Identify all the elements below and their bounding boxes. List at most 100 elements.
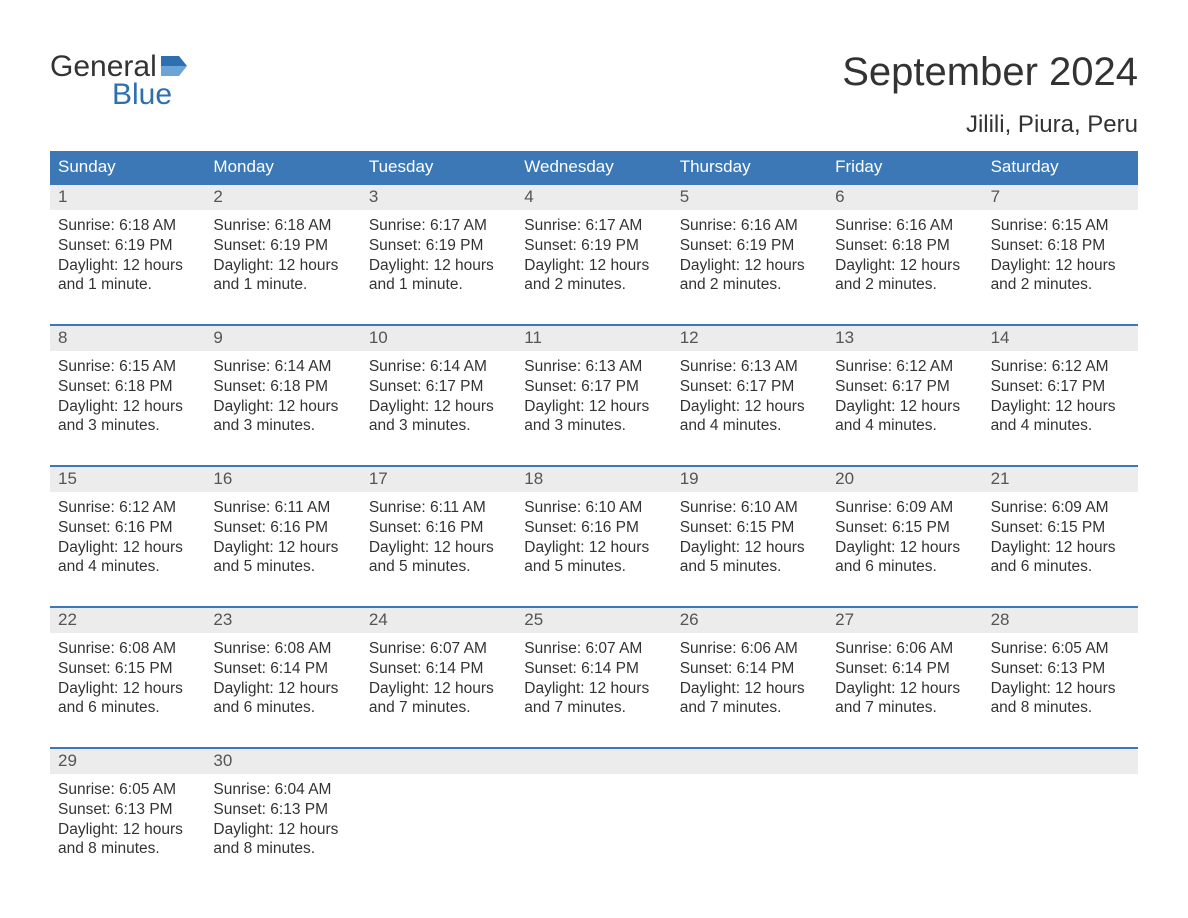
daylight-text: and 5 minutes.	[369, 557, 508, 577]
day-number: 13	[827, 326, 982, 351]
daylight-text: and 7 minutes.	[369, 698, 508, 718]
day-number: 12	[672, 326, 827, 351]
day-number: 9	[205, 326, 360, 351]
calendar-cell: Sunrise: 6:10 AMSunset: 6:16 PMDaylight:…	[516, 492, 671, 588]
daylight-text: and 7 minutes.	[680, 698, 819, 718]
daylight-text: Daylight: 12 hours	[58, 397, 197, 417]
sunrise-text: Sunrise: 6:12 AM	[835, 357, 974, 377]
sunset-text: Sunset: 6:16 PM	[58, 518, 197, 538]
sunrise-text: Sunrise: 6:15 AM	[58, 357, 197, 377]
daylight-text: Daylight: 12 hours	[369, 679, 508, 699]
sunset-text: Sunset: 6:19 PM	[524, 236, 663, 256]
sunrise-text: Sunrise: 6:06 AM	[835, 639, 974, 659]
daylight-text: Daylight: 12 hours	[991, 397, 1130, 417]
daylight-text: Daylight: 12 hours	[213, 538, 352, 558]
weekday-label: Friday	[827, 151, 982, 183]
calendar-cell: Sunrise: 6:16 AMSunset: 6:19 PMDaylight:…	[672, 210, 827, 306]
sunrise-text: Sunrise: 6:10 AM	[680, 498, 819, 518]
calendar-cell: Sunrise: 6:18 AMSunset: 6:19 PMDaylight:…	[50, 210, 205, 306]
daylight-text: and 6 minutes.	[835, 557, 974, 577]
daylight-text: and 1 minute.	[58, 275, 197, 295]
daylight-text: Daylight: 12 hours	[835, 397, 974, 417]
sunset-text: Sunset: 6:18 PM	[835, 236, 974, 256]
sunset-text: Sunset: 6:14 PM	[835, 659, 974, 679]
day-number: 17	[361, 467, 516, 492]
sunrise-text: Sunrise: 6:08 AM	[58, 639, 197, 659]
day-number: 20	[827, 467, 982, 492]
sunset-text: Sunset: 6:13 PM	[58, 800, 197, 820]
daylight-text: Daylight: 12 hours	[835, 256, 974, 276]
weekday-label: Tuesday	[361, 151, 516, 183]
daylight-text: Daylight: 12 hours	[524, 397, 663, 417]
calendar-cell: Sunrise: 6:09 AMSunset: 6:15 PMDaylight:…	[827, 492, 982, 588]
weekday-label: Wednesday	[516, 151, 671, 183]
sunrise-text: Sunrise: 6:10 AM	[524, 498, 663, 518]
daylight-text: Daylight: 12 hours	[524, 538, 663, 558]
day-number: 26	[672, 608, 827, 633]
sunset-text: Sunset: 6:18 PM	[213, 377, 352, 397]
sunrise-text: Sunrise: 6:16 AM	[680, 216, 819, 236]
day-number: 6	[827, 185, 982, 210]
daylight-text: and 6 minutes.	[213, 698, 352, 718]
daylight-text: Daylight: 12 hours	[991, 256, 1130, 276]
daylight-text: and 5 minutes.	[213, 557, 352, 577]
sunset-text: Sunset: 6:17 PM	[524, 377, 663, 397]
daylight-text: and 2 minutes.	[835, 275, 974, 295]
weekday-label: Saturday	[983, 151, 1138, 183]
calendar-cell: Sunrise: 6:13 AMSunset: 6:17 PMDaylight:…	[672, 351, 827, 447]
daylight-text: and 1 minute.	[369, 275, 508, 295]
sunset-text: Sunset: 6:17 PM	[369, 377, 508, 397]
calendar-cell: Sunrise: 6:06 AMSunset: 6:14 PMDaylight:…	[672, 633, 827, 729]
calendar-cell: Sunrise: 6:06 AMSunset: 6:14 PMDaylight:…	[827, 633, 982, 729]
sunset-text: Sunset: 6:13 PM	[991, 659, 1130, 679]
day-number: 5	[672, 185, 827, 210]
sunrise-text: Sunrise: 6:11 AM	[369, 498, 508, 518]
daylight-text: Daylight: 12 hours	[680, 679, 819, 699]
day-number-row: 891011121314	[50, 326, 1138, 351]
calendar-cell: Sunrise: 6:09 AMSunset: 6:15 PMDaylight:…	[983, 492, 1138, 588]
calendar-cell	[983, 774, 1138, 870]
sunrise-text: Sunrise: 6:06 AM	[680, 639, 819, 659]
calendar-cell: Sunrise: 6:13 AMSunset: 6:17 PMDaylight:…	[516, 351, 671, 447]
sunrise-text: Sunrise: 6:17 AM	[369, 216, 508, 236]
day-number	[672, 749, 827, 774]
day-number	[827, 749, 982, 774]
daylight-text: and 4 minutes.	[835, 416, 974, 436]
day-number: 22	[50, 608, 205, 633]
daylight-text: Daylight: 12 hours	[58, 538, 197, 558]
calendar-cell: Sunrise: 6:14 AMSunset: 6:17 PMDaylight:…	[361, 351, 516, 447]
daylight-text: and 7 minutes.	[835, 698, 974, 718]
daylight-text: Daylight: 12 hours	[835, 538, 974, 558]
calendar-cell	[516, 774, 671, 870]
daylight-text: Daylight: 12 hours	[524, 679, 663, 699]
daylight-text: and 1 minute.	[213, 275, 352, 295]
sunset-text: Sunset: 6:19 PM	[680, 236, 819, 256]
sunset-text: Sunset: 6:19 PM	[369, 236, 508, 256]
calendar-week: 1234567Sunrise: 6:18 AMSunset: 6:19 PMDa…	[50, 183, 1138, 306]
daylight-text: and 8 minutes.	[213, 839, 352, 859]
daylight-text: Daylight: 12 hours	[524, 256, 663, 276]
daylight-text: Daylight: 12 hours	[680, 538, 819, 558]
sunrise-text: Sunrise: 6:07 AM	[524, 639, 663, 659]
day-number-row: 1234567	[50, 185, 1138, 210]
calendar-week: 2930Sunrise: 6:05 AMSunset: 6:13 PMDayli…	[50, 747, 1138, 870]
day-number: 10	[361, 326, 516, 351]
day-number: 23	[205, 608, 360, 633]
daylight-text: and 7 minutes.	[524, 698, 663, 718]
sunset-text: Sunset: 6:14 PM	[680, 659, 819, 679]
sunset-text: Sunset: 6:17 PM	[991, 377, 1130, 397]
day-number: 7	[983, 185, 1138, 210]
day-number-row: 15161718192021	[50, 467, 1138, 492]
sunset-text: Sunset: 6:18 PM	[58, 377, 197, 397]
sunset-text: Sunset: 6:18 PM	[991, 236, 1130, 256]
calendar-cell: Sunrise: 6:11 AMSunset: 6:16 PMDaylight:…	[205, 492, 360, 588]
day-number: 15	[50, 467, 205, 492]
calendar-week: 15161718192021Sunrise: 6:12 AMSunset: 6:…	[50, 465, 1138, 588]
weekday-label: Sunday	[50, 151, 205, 183]
calendar-cell: Sunrise: 6:17 AMSunset: 6:19 PMDaylight:…	[516, 210, 671, 306]
sunset-text: Sunset: 6:17 PM	[680, 377, 819, 397]
daylight-text: Daylight: 12 hours	[213, 820, 352, 840]
sunset-text: Sunset: 6:19 PM	[213, 236, 352, 256]
location-text: Jilili, Piura, Peru	[842, 111, 1138, 139]
calendar-cell: Sunrise: 6:18 AMSunset: 6:19 PMDaylight:…	[205, 210, 360, 306]
